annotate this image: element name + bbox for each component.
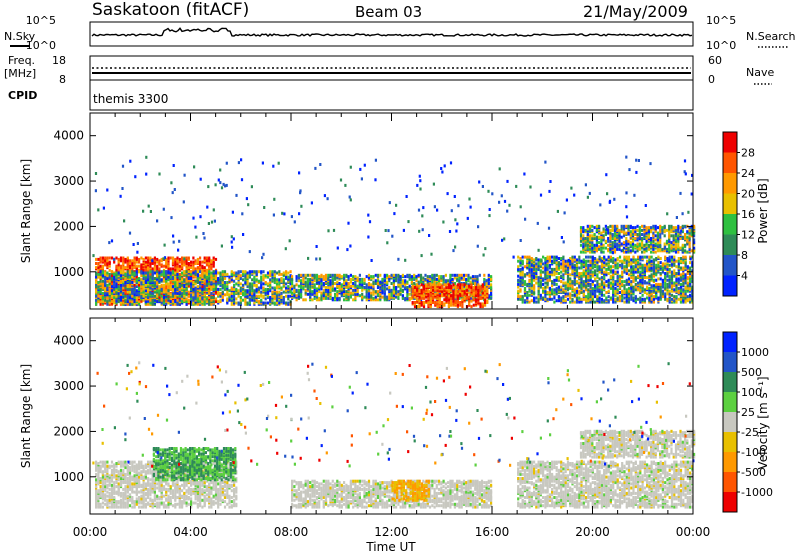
cpid-text: themis 3300 <box>93 92 168 106</box>
velocity-colorbar: 1000 500 100 25 -25 -100 -500 -1000 <box>722 331 773 513</box>
colorbar-tick-label: -1000 <box>741 486 773 499</box>
x-tick-label: 16:00 <box>475 525 510 539</box>
colorbar-tick-label: 24 <box>741 167 755 180</box>
x-tick-label: 12:00 <box>374 525 409 539</box>
nsky-trace <box>91 27 693 37</box>
velocity-cells <box>92 361 696 509</box>
nave-tick-top: 60 <box>708 54 722 67</box>
velocity-colorbar-label: Velocity [m s⁻¹] <box>756 376 770 469</box>
colorbar-swatch <box>723 234 737 255</box>
x-tick-label: 04:00 <box>173 525 208 539</box>
nave-tick-bottom: 0 <box>708 73 715 86</box>
colorbar-swatch <box>723 392 737 412</box>
x-tick-label: 00:00 <box>676 525 711 539</box>
x-tick-label: 00:00 <box>73 525 108 539</box>
date-title: 21/May/2009 <box>583 2 688 21</box>
nave-label: Nave <box>746 66 774 79</box>
beam-title: Beam 03 <box>355 3 422 21</box>
power-ytick-label: 4000 <box>53 129 84 143</box>
x-tick-label: 08:00 <box>274 525 309 539</box>
colorbar-tick-label: 4 <box>741 270 748 283</box>
x-axis-label: Time UT <box>365 540 416 554</box>
power-ytick-label: 2000 <box>53 219 84 233</box>
nsky-tick-bottom: 10^0 <box>26 39 56 52</box>
colorbar-tick-label: 12 <box>741 229 755 242</box>
freq-strip: Freq. [MHz] 18 8 60 0 Nave <box>4 54 774 86</box>
colorbar-swatch <box>723 132 737 153</box>
power-ylabel: Slant Range [km] <box>19 159 33 263</box>
nsearch-tick-bottom: 10^0 <box>706 39 736 52</box>
colorbar-swatch <box>723 214 737 235</box>
colorbar-swatch <box>723 412 737 432</box>
power-ytick-label: 3000 <box>53 174 84 188</box>
freq-tick-top: 18 <box>52 54 66 67</box>
colorbar-swatch <box>723 255 737 276</box>
colorbar-tick-label: 16 <box>741 208 755 221</box>
nsearch-label: N.Search <box>746 30 796 43</box>
velocity-ytick-label: 1000 <box>53 470 84 484</box>
colorbar-swatch <box>723 193 737 214</box>
station-title: Saskatoon (fitACF) <box>92 0 249 20</box>
colorbar-tick-label: 100 <box>741 386 762 399</box>
nsky-strip: 10^5 10^0 10^5 10^0 N.Sky N.Search <box>4 14 796 52</box>
nsky-tick-top: 10^5 <box>26 14 56 27</box>
x-tick-label: 20:00 <box>575 525 610 539</box>
power-colorbar-label: Power [dB] <box>756 178 770 243</box>
colorbar-tick-label: 20 <box>741 188 755 201</box>
colorbar-swatch <box>723 492 737 512</box>
colorbar-swatch <box>723 472 737 492</box>
colorbar-swatch <box>723 332 737 352</box>
freq-unit-label: [MHz] <box>4 67 36 80</box>
colorbar-tick-label: 8 <box>741 249 748 262</box>
freq-label: Freq. <box>8 54 35 67</box>
colorbar-tick-label: 28 <box>741 147 755 160</box>
colorbar-tick-label: 500 <box>741 366 762 379</box>
velocity-ylabel: Slant Range [km] <box>19 364 33 468</box>
colorbar-swatch <box>723 173 737 194</box>
velocity-ytick-label: 2000 <box>53 424 84 438</box>
colorbar-tick-label: -25 <box>741 426 759 439</box>
freq-tick-bottom: 8 <box>59 73 66 86</box>
colorbar-swatch <box>723 352 737 372</box>
colorbar-tick-label: -500 <box>741 466 766 479</box>
velocity-ytick-label: 3000 <box>53 379 84 393</box>
nsearch-tick-top: 10^5 <box>706 14 736 27</box>
nsky-label: N.Sky <box>4 30 36 43</box>
colorbar-swatch <box>723 275 737 296</box>
colorbar-tick-label: 25 <box>741 406 755 419</box>
power-panel: 1000 2000 3000 4000 Slant Range [km] <box>19 112 696 310</box>
colorbar-tick-label: 1000 <box>741 346 769 359</box>
power-ytick-label: 1000 <box>53 265 84 279</box>
colorbar-swatch <box>723 432 737 452</box>
colorbar-swatch <box>723 152 737 173</box>
colorbar-tick-label: -100 <box>741 446 766 459</box>
cpid-label: CPID <box>8 89 37 102</box>
colorbar-swatch <box>723 452 737 472</box>
cpid-strip: CPID themis 3300 <box>8 79 694 111</box>
velocity-panel: 1000 2000 3000 4000 Slant Range [km] <box>19 317 696 515</box>
velocity-ytick-label: 4000 <box>53 334 84 348</box>
power-colorbar: 28 24 20 16 12 8 4 <box>722 131 755 297</box>
power-cells <box>92 155 696 309</box>
colorbar-swatch <box>723 372 737 392</box>
